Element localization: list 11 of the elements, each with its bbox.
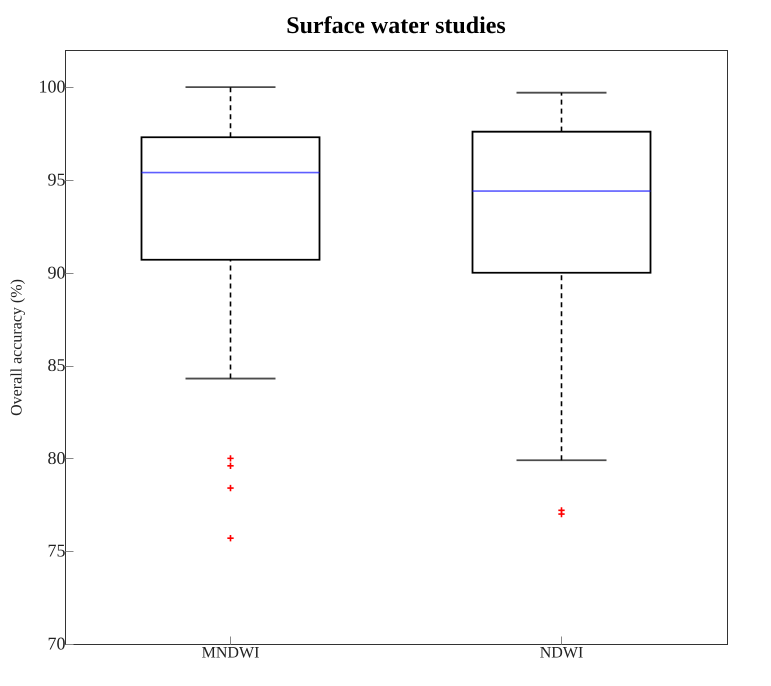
y-axis-title: Overall accuracy (%) bbox=[8, 279, 26, 416]
y-tick-label: 70 bbox=[48, 634, 66, 654]
y-tick-label: 85 bbox=[48, 355, 66, 376]
y-tick-label: 100 bbox=[38, 76, 66, 97]
x-tick-label: NDWI bbox=[540, 644, 584, 662]
y-tick-label: 95 bbox=[48, 169, 66, 190]
chart-title: Surface water studies bbox=[286, 13, 506, 39]
y-tick-label: 90 bbox=[48, 262, 66, 282]
y-tick-label: 75 bbox=[48, 540, 66, 561]
x-tick-label: MNDWI bbox=[202, 644, 260, 662]
y-tick-label: 80 bbox=[48, 448, 66, 468]
